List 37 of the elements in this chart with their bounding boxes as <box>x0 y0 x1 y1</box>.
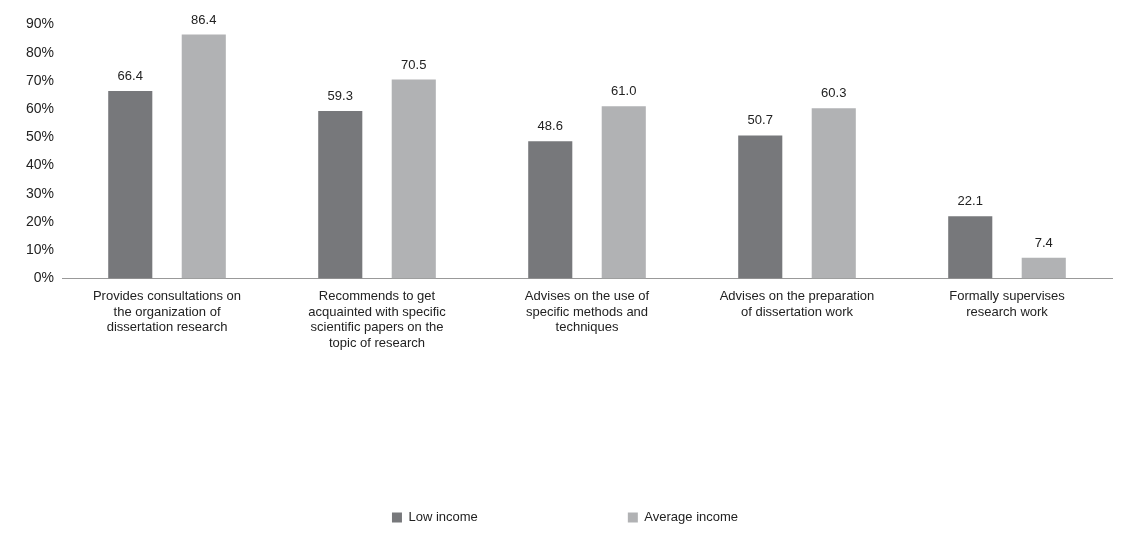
data-label: 66.4 <box>117 68 143 84</box>
bar <box>181 34 226 279</box>
data-label: 50.7 <box>747 112 773 128</box>
data-label: 59.3 <box>327 88 353 104</box>
x-tick-label: Advises on the preparation of dissertation work <box>719 287 875 319</box>
y-tick-label: 80% <box>25 43 55 60</box>
data-label: 48.6 <box>537 118 563 134</box>
y-tick-label: 60% <box>25 99 55 116</box>
data-label: 86.4 <box>191 11 217 27</box>
legend-label: Low income <box>408 509 478 525</box>
x-tick-label: Provides consultations on the organization of dissertation research <box>92 287 242 335</box>
y-tick-label: 90% <box>25 15 55 32</box>
bar <box>528 141 573 279</box>
bar <box>948 216 993 279</box>
x-tick-label: Formally supervises research work <box>949 287 1066 319</box>
y-tick-label: 40% <box>25 156 55 173</box>
y-tick-label: 20% <box>25 212 55 229</box>
y-tick-label: 30% <box>25 184 55 201</box>
data-label: 22.1 <box>957 193 983 209</box>
y-tick-label: 0% <box>33 269 55 286</box>
bar <box>738 135 783 279</box>
y-tick-label: 50% <box>25 128 55 145</box>
data-label: 70.5 <box>401 56 427 72</box>
data-label: 60.3 <box>821 85 847 101</box>
bar <box>1021 257 1066 279</box>
bar <box>318 111 363 279</box>
legend-label: Average income <box>644 509 739 525</box>
y-tick-label: 70% <box>25 71 55 88</box>
x-tick-label: Advises on the use of specific methods and techniques <box>524 287 650 335</box>
x-tick-label: Recommends to get acquainted with specific scientific papers on the topic of research <box>308 287 447 350</box>
bar <box>108 91 153 279</box>
bar <box>811 108 856 279</box>
bar <box>601 106 646 279</box>
data-label: 7.4 <box>1034 234 1053 250</box>
y-tick-label: 10% <box>25 241 55 258</box>
data-label: 61.0 <box>611 83 637 99</box>
bar <box>391 79 436 279</box>
